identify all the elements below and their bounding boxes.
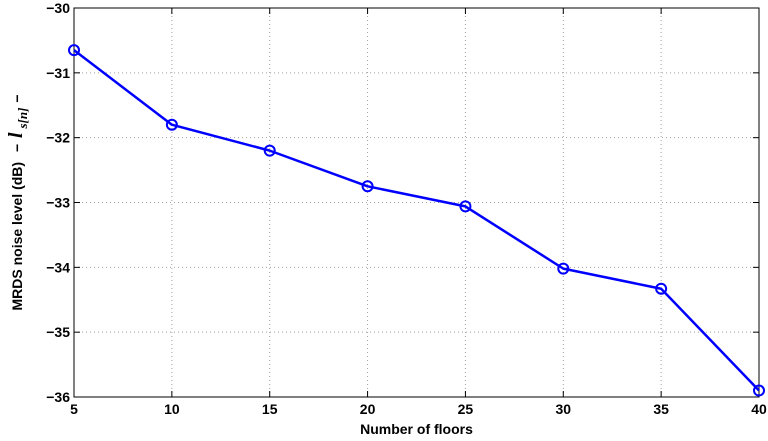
series-line (73, 49, 760, 392)
y-axis-title-math-prefix: − (9, 144, 25, 152)
y-axis-title-math-symbol: l (5, 132, 27, 138)
data-point-marker (655, 282, 668, 295)
y-tick-label: −35 (46, 324, 70, 340)
svg-text:MRDS noise level (dB) −: MRDS noise level (dB) − l s[n] − (5, 94, 30, 310)
x-tick-label: 5 (70, 401, 78, 417)
data-point-marker (557, 262, 570, 275)
y-axis-title-math-suffix: − (9, 94, 25, 102)
axis-ticks (73, 7, 760, 398)
data-point-marker (753, 384, 765, 397)
series-layer (68, 44, 765, 397)
x-axis-title: Number of floors (360, 421, 473, 437)
x-tick-label: 15 (262, 401, 278, 417)
x-tick-labels: 5 10 15 20 25 30 35 40 (70, 401, 767, 417)
data-point-marker (459, 200, 472, 213)
y-tick-label: −33 (46, 195, 70, 211)
x-tick-label: 20 (360, 401, 376, 417)
data-point-marker (68, 44, 80, 57)
x-tick-label: 40 (751, 401, 767, 417)
x-tick-label: 30 (555, 401, 571, 417)
y-tick-label: −36 (46, 389, 70, 405)
y-tick-label: −31 (46, 65, 70, 81)
y-axis-title-text: MRDS noise level (dB) (9, 162, 25, 311)
x-tick-label: 35 (653, 401, 669, 417)
y-tick-label: −30 (46, 0, 70, 16)
y-axis-title: MRDS noise level (dB) − l s[n] − (5, 94, 30, 310)
grid-lines (74, 8, 759, 397)
y-tick-label: −34 (46, 259, 70, 275)
y-tick-label: −32 (46, 130, 70, 146)
y-tick-labels: −36 −35 −34 −33 −32 −31 −30 (46, 0, 70, 405)
data-point-marker (263, 144, 276, 157)
data-point-marker (361, 180, 374, 193)
y-axis-title-math-subscript: s[n] (15, 108, 30, 130)
x-tick-label: 25 (458, 401, 474, 417)
data-point-marker (165, 118, 178, 131)
x-tick-label: 10 (164, 401, 180, 417)
